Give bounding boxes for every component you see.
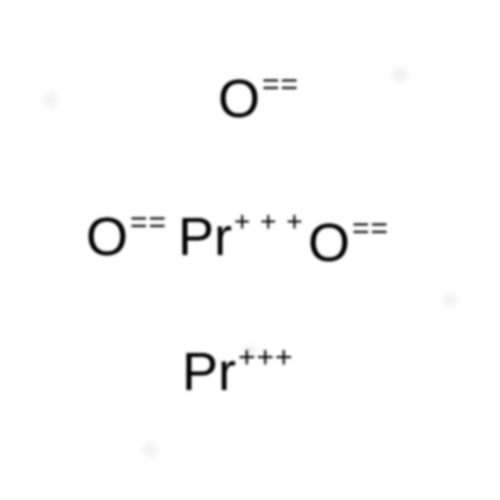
- atom-pr-center: Pr+ + +: [178, 210, 304, 264]
- charge-o-right: ==: [352, 214, 389, 244]
- charge-o-top: ==: [262, 70, 299, 100]
- symbol-o-right: O: [308, 216, 350, 270]
- atom-o-right: O==: [308, 216, 389, 270]
- symbol-o-left: O: [86, 210, 128, 264]
- atom-o-left: O==: [86, 210, 167, 264]
- symbol-pr-center: Pr: [178, 210, 232, 264]
- charge-pr-center: + + +: [234, 208, 304, 236]
- symbol-o-top: O: [218, 72, 260, 126]
- symbol-pr-bottom: Pr: [182, 345, 236, 399]
- charge-o-left: ==: [130, 208, 167, 238]
- charge-pr-bottom: +++: [238, 343, 294, 373]
- atom-pr-bottom: Pr+++: [182, 345, 294, 399]
- atom-o-top: O==: [218, 72, 299, 126]
